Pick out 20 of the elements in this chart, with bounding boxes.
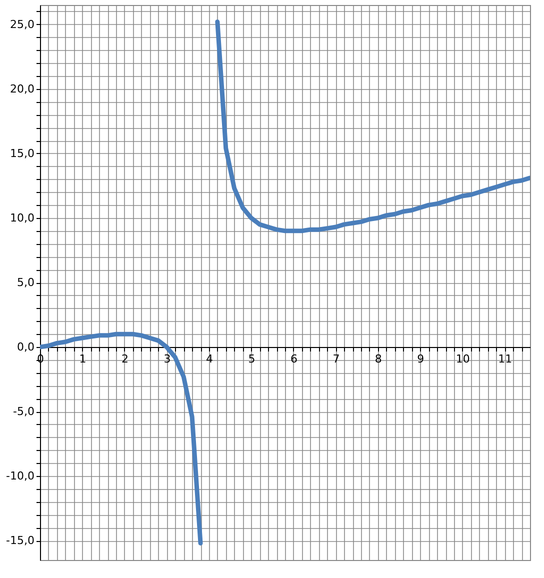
x-tick-label: 4 <box>206 352 213 366</box>
y-tick-label: 25,0 <box>10 18 34 31</box>
y-tick-label: -15,0 <box>6 534 34 548</box>
x-tick-label: 11 <box>498 352 512 366</box>
x-tick-label: 9 <box>417 352 424 366</box>
x-tick-label: 2 <box>121 352 128 366</box>
y-tick-label: 20,0 <box>10 82 34 96</box>
y-tick-label: 15,0 <box>10 146 34 160</box>
x-tick-label: 8 <box>374 352 382 366</box>
y-tick-label: 10,0 <box>10 211 34 224</box>
x-tick-label: 1 <box>79 352 86 366</box>
y-tick-label: 5,0 <box>17 276 34 289</box>
x-tick-label: 10 <box>456 352 470 366</box>
x-tick-label: 7 <box>332 352 340 366</box>
x-tick-label: 3 <box>164 352 171 366</box>
x-tick-label: 6 <box>290 352 298 366</box>
x-tick-label: 5 <box>248 352 256 366</box>
y-tick-label: -10,0 <box>6 470 34 483</box>
y-tick-label: 0,0 <box>17 340 34 354</box>
y-tick-label: -5,0 <box>13 405 34 418</box>
